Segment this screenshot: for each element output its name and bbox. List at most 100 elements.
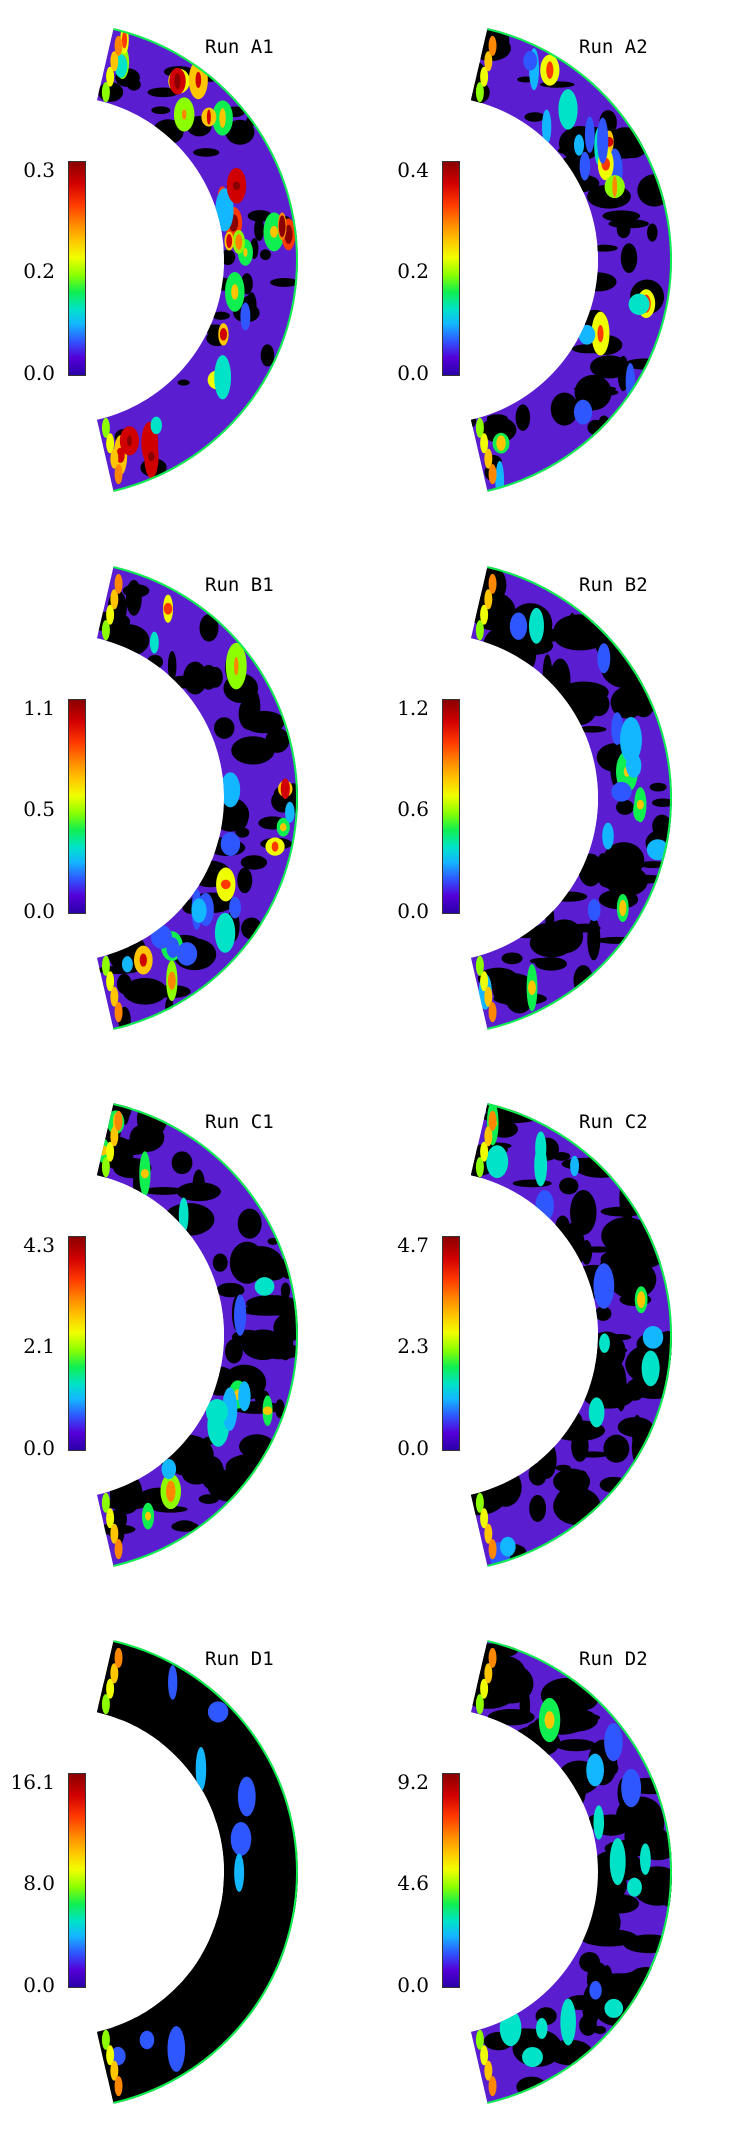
- field-dark-patch: [516, 2076, 547, 2098]
- field-blob-core: [148, 451, 155, 462]
- field-polar-edge: [484, 51, 493, 72]
- field-dark-patch: [220, 249, 236, 266]
- field-dark-patch: [213, 717, 235, 739]
- field-dark-patch: [116, 973, 132, 995]
- outer-rim: [113, 28, 298, 492]
- field-dark-patch: [603, 1434, 630, 1463]
- field-blob-core: [195, 71, 202, 89]
- field-dark-patch: [204, 1753, 221, 1769]
- field-dark-patch: [501, 952, 523, 965]
- colorbar: [443, 1237, 459, 1450]
- field-dark-patch: [649, 782, 667, 792]
- field-polar-edge: [480, 1678, 489, 1699]
- field-polar-edge: [101, 2029, 110, 2050]
- field-blob-core: [226, 234, 233, 249]
- field-dark-patch: [617, 1417, 654, 1437]
- field-blob: [588, 1397, 605, 1428]
- field-dark-patch: [616, 221, 631, 239]
- field-dark-patch: [241, 1305, 293, 1316]
- field-polar-edge: [488, 1110, 497, 1131]
- field-dark-patch: [552, 1152, 571, 1161]
- field-blob-core: [174, 73, 181, 90]
- field-blob-core: [496, 435, 506, 451]
- outer-rim: [487, 1103, 672, 1567]
- field-blob: [509, 612, 528, 640]
- outer-rim: [487, 1640, 672, 2104]
- field-blob: [597, 643, 611, 674]
- field-dark-patch: [254, 217, 265, 241]
- field-dark-patch: [602, 210, 641, 222]
- field-blob: [214, 912, 236, 953]
- field-dark-patch: [590, 355, 629, 379]
- field-blob: [238, 1381, 251, 1412]
- field-blob-core: [219, 328, 228, 341]
- field-polar-edge: [110, 1126, 119, 1147]
- field-blob: [641, 1350, 660, 1387]
- field-dark-patch: [237, 867, 253, 894]
- field-polar-edge: [480, 2045, 489, 2066]
- field-blob: [285, 801, 295, 823]
- field-blob: [578, 324, 596, 345]
- field-dark-patch: [587, 917, 601, 961]
- field-polar-edge: [110, 1523, 119, 1544]
- field-polar-edge: [106, 433, 115, 454]
- field-dark-patch: [115, 2031, 136, 2052]
- field-blob: [499, 1536, 516, 1557]
- field-blob: [191, 898, 207, 923]
- field-dark-patch: [273, 1313, 299, 1342]
- field-polar-edge: [114, 464, 123, 485]
- panel-title: Run D2: [579, 1648, 648, 1670]
- field-dark-patch: [515, 404, 531, 431]
- panel-title: Run B2: [579, 574, 648, 596]
- wedge-plot: [470, 1103, 673, 1567]
- field-dark-patch: [596, 936, 637, 944]
- field-blob-core: [619, 899, 627, 917]
- field-dark-patch: [558, 681, 609, 704]
- field-dark-patch: [578, 853, 603, 887]
- field-dark-patch: [529, 1494, 547, 1522]
- colorbar-tick-max: 4.7: [397, 1233, 429, 1257]
- field-dark-patch: [125, 579, 142, 616]
- field-polar-edge: [480, 433, 489, 454]
- panel-run-d1: Run D1 16.1 8.0 0.0: [0, 1612, 370, 2132]
- field-polar-edge: [475, 1492, 484, 1513]
- field-polar-edge: [488, 2076, 497, 2097]
- field-dark-patch: [555, 1739, 596, 1752]
- field-polar-edge: [101, 620, 110, 641]
- colorbar-tick-max: 1.1: [23, 696, 55, 720]
- field-dark-patch: [247, 1901, 295, 1915]
- field-polar-edge: [475, 1157, 484, 1178]
- panel-run-c2: Run C2 4.7 2.3 0.0: [374, 1075, 744, 1595]
- field-dark-patch: [275, 1399, 285, 1419]
- colorbar-tick-min: 0.0: [23, 361, 55, 385]
- field-layer: [470, 566, 673, 1030]
- field-layer: [96, 1103, 299, 1567]
- field-blob: [234, 1853, 245, 1892]
- field-blob-core: [206, 109, 211, 125]
- field-blob: [522, 2046, 543, 2068]
- field-dark-patch: [593, 2025, 607, 2035]
- field-dark-patch: [109, 1472, 143, 1515]
- field-dark-patch: [270, 278, 299, 287]
- field-blob: [579, 151, 591, 181]
- outer-rim: [113, 566, 298, 1030]
- field-polar-edge: [484, 1523, 493, 1544]
- field-dark-patch: [630, 676, 657, 718]
- field-dark-patch: [173, 1520, 196, 1531]
- field-blob-core: [284, 224, 293, 244]
- field-blob: [222, 1387, 238, 1431]
- field-polar-edge: [480, 604, 489, 625]
- field-blob-core: [546, 61, 554, 79]
- field-blob: [220, 832, 241, 856]
- field-blob: [161, 1459, 177, 1480]
- field-dark-patch: [555, 1464, 571, 1472]
- field-blob: [586, 1753, 604, 1787]
- field-blob: [121, 956, 133, 973]
- field-polar-edge: [484, 1663, 493, 1684]
- field-dark-patch: [171, 1151, 193, 1175]
- field-blob-core: [544, 1711, 555, 1729]
- field-dark-patch: [115, 1689, 159, 1702]
- field-blob: [230, 1822, 252, 1856]
- field-blob-core: [127, 435, 132, 447]
- field-polar-edge: [488, 1002, 497, 1023]
